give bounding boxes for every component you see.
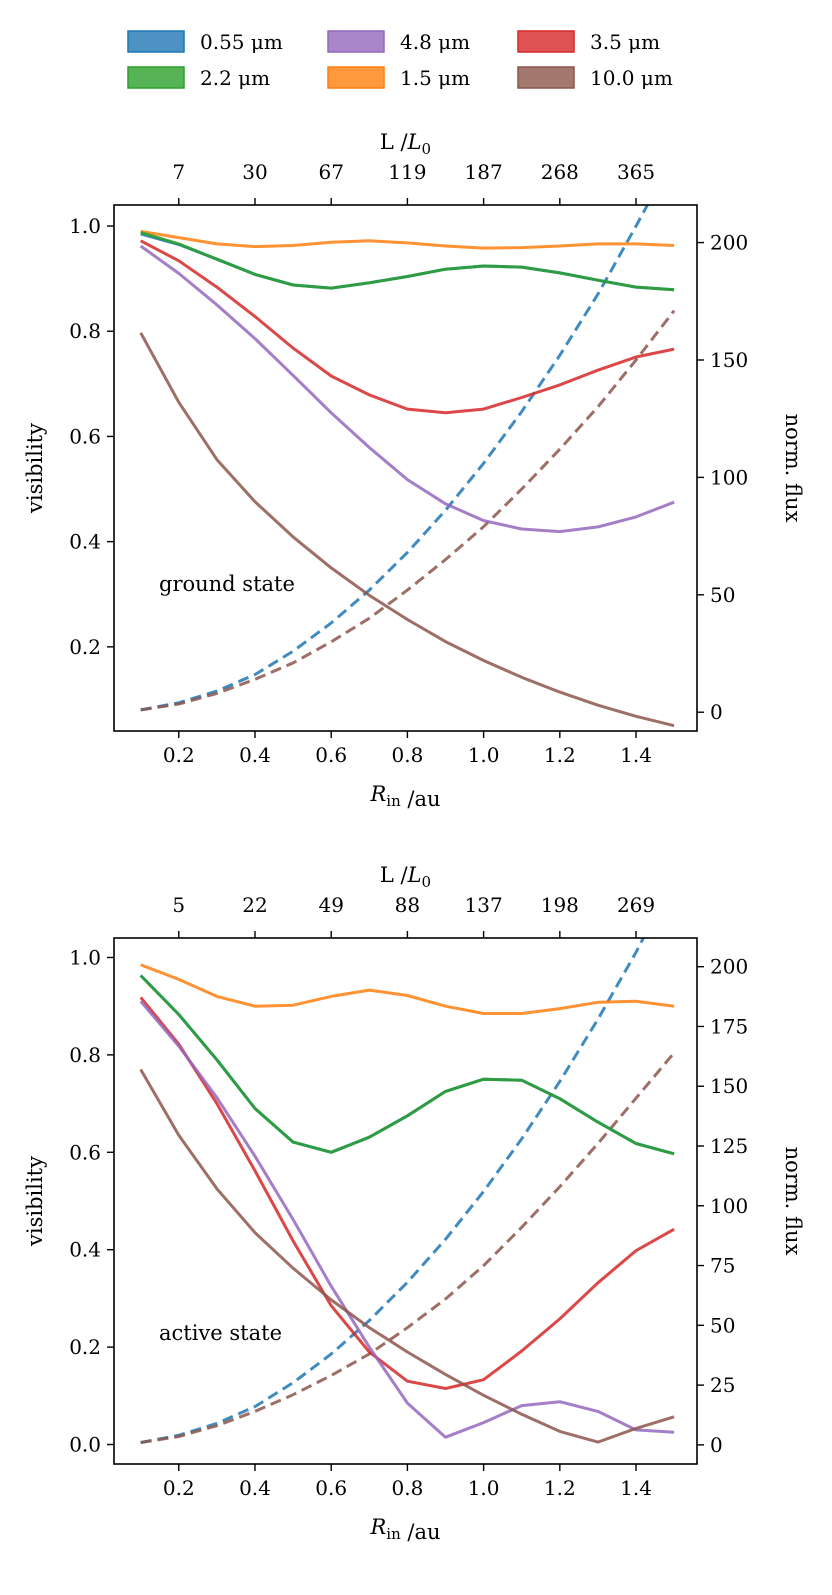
x-tick-label: 0.2	[163, 1476, 195, 1500]
x-tick-label: 0.4	[239, 1476, 271, 1500]
x-tick-label: 1.4	[620, 743, 652, 767]
state-annotation: active state	[159, 1321, 282, 1345]
visibility-line-3-5-m	[140, 239, 675, 415]
legend-label-4-8-m: 4.8 μm	[400, 30, 470, 54]
visibility-line-10-0-m	[139, 332, 675, 728]
y-axis-label: visibility	[23, 1156, 47, 1247]
y-axis-label: visibility	[23, 423, 47, 514]
y2-axis-label: norm. flux	[781, 414, 805, 523]
y2-tick-label: 50	[710, 1313, 735, 1337]
legend-label-10-0-m: 10.0 μm	[590, 66, 673, 90]
top-tick-label: 187	[465, 160, 503, 184]
y2-tick-label: 50	[710, 583, 735, 607]
top-tick-label: 365	[617, 160, 655, 184]
y2-tick-label: 25	[710, 1373, 735, 1397]
plot-area	[139, 205, 676, 728]
x-tick-label: 1.4	[620, 1476, 652, 1500]
top-tick-label: 268	[541, 160, 579, 184]
top-tick-label: 49	[318, 893, 343, 917]
flux-line-10-0-m	[140, 1051, 676, 1444]
top-tick-label: 269	[617, 893, 655, 917]
y-tick-label: 0.8	[69, 1043, 101, 1067]
x-tick-label: 0.8	[391, 1476, 423, 1500]
y-tick-label: 0.8	[69, 319, 101, 343]
y2-tick-label: 200	[710, 955, 748, 979]
legend-swatch-2-2-m	[127, 66, 185, 89]
visibility-line-3-5-m	[139, 996, 675, 1390]
y-tick-label: 0.4	[69, 1238, 101, 1262]
legend-swatch-1-5-m	[327, 66, 385, 89]
y-tick-label: 0.4	[69, 530, 101, 554]
x-tick-label: 1.0	[468, 1476, 500, 1500]
plot-area	[139, 938, 676, 1444]
x-axis-label: Rin /au	[369, 782, 440, 811]
y-tick-label: 0.2	[69, 635, 101, 659]
y-tick-label: 0.6	[69, 424, 101, 448]
x-tick-label: 1.0	[468, 743, 500, 767]
legend-swatch-4-8-m	[327, 30, 385, 53]
visibility-line-1-5-m	[140, 963, 675, 1015]
flux-line-0-55-m	[140, 938, 646, 1444]
legend-swatch-0-55-m	[127, 30, 185, 53]
y-tick-label: 0.0	[69, 1433, 101, 1457]
y2-tick-label: 150	[710, 348, 748, 372]
legend: 0.55 μm 2.2 μm 4.8 μm 1.5 μm 3.5 μm 10.0 μm	[127, 30, 673, 90]
ground-state-panel: 0.2 0.4 0.6 0.8 1.0 1.2 1.4 7 30 67 119 187 268 365 0.…	[23, 130, 805, 811]
y2-tick-label: 0	[710, 1433, 723, 1457]
x-tick-label: 0.2	[163, 743, 195, 767]
legend-label-0-55-m: 0.55 μm	[200, 30, 283, 54]
top-tick-label: 7	[172, 160, 185, 184]
y-tick-label: 0.2	[69, 1335, 101, 1359]
visibility-line-10-0-m	[139, 1068, 675, 1444]
legend-label-2-2-m: 2.2 μm	[200, 66, 270, 90]
y2-axis-label: norm. flux	[781, 1147, 805, 1256]
flux-line-0-55-m	[140, 205, 650, 712]
y2-tick-label: 125	[710, 1134, 748, 1158]
x-axis-label: Rin /au	[369, 1515, 440, 1544]
y2-tick-label: 0	[710, 700, 723, 724]
x-tick-label: 1.2	[544, 743, 576, 767]
legend-swatch-3-5-m	[517, 30, 575, 53]
y2-tick-label: 75	[710, 1254, 735, 1278]
legend-swatch-10-0-m	[517, 66, 575, 89]
y-tick-label: 0.6	[69, 1140, 101, 1164]
flux-line-10-0-m	[140, 309, 676, 712]
visibility-line-2-2-m	[139, 974, 675, 1156]
top-tick-label: 198	[541, 893, 579, 917]
visibility-line-2-2-m	[140, 230, 675, 292]
y2-tick-label: 100	[710, 1194, 748, 1218]
y2-tick-label: 200	[710, 231, 748, 255]
x-tick-label: 0.6	[315, 743, 347, 767]
x-tick-label: 1.2	[544, 1476, 576, 1500]
visibility-line-4-8-m	[139, 244, 675, 534]
x-tick-label: 0.8	[391, 743, 423, 767]
top-axis-label: L /L0	[380, 130, 431, 158]
state-annotation: ground state	[159, 572, 295, 596]
y-tick-label: 1.0	[69, 945, 101, 969]
visibility-line-1-5-m	[140, 229, 675, 250]
top-tick-label: 88	[395, 893, 420, 917]
top-tick-label: 137	[465, 893, 503, 917]
axes-frame	[113, 204, 698, 732]
y2-tick-label: 100	[710, 465, 748, 489]
legend-label-3-5-m: 3.5 μm	[590, 30, 660, 54]
top-tick-label: 5	[172, 893, 185, 917]
y2-tick-label: 150	[710, 1074, 748, 1098]
x-tick-label: 0.4	[239, 743, 271, 767]
x-tick-label: 0.6	[315, 1476, 347, 1500]
top-tick-label: 119	[388, 160, 426, 184]
top-tick-label: 67	[318, 160, 343, 184]
visibility-line-4-8-m	[139, 1000, 675, 1439]
legend-label-1-5-m: 1.5 μm	[400, 66, 470, 90]
active-state-panel: 0.2 0.4 0.6 0.8 1.0 1.2 1.4 5 22 49 88 137 198 269 0.0…	[23, 863, 805, 1544]
y2-tick-label: 175	[710, 1014, 748, 1038]
axes-frame	[113, 937, 698, 1465]
top-tick-label: 22	[242, 893, 267, 917]
top-tick-label: 30	[242, 160, 267, 184]
y-tick-label: 1.0	[69, 214, 101, 238]
top-axis-label: L /L0	[380, 863, 431, 891]
